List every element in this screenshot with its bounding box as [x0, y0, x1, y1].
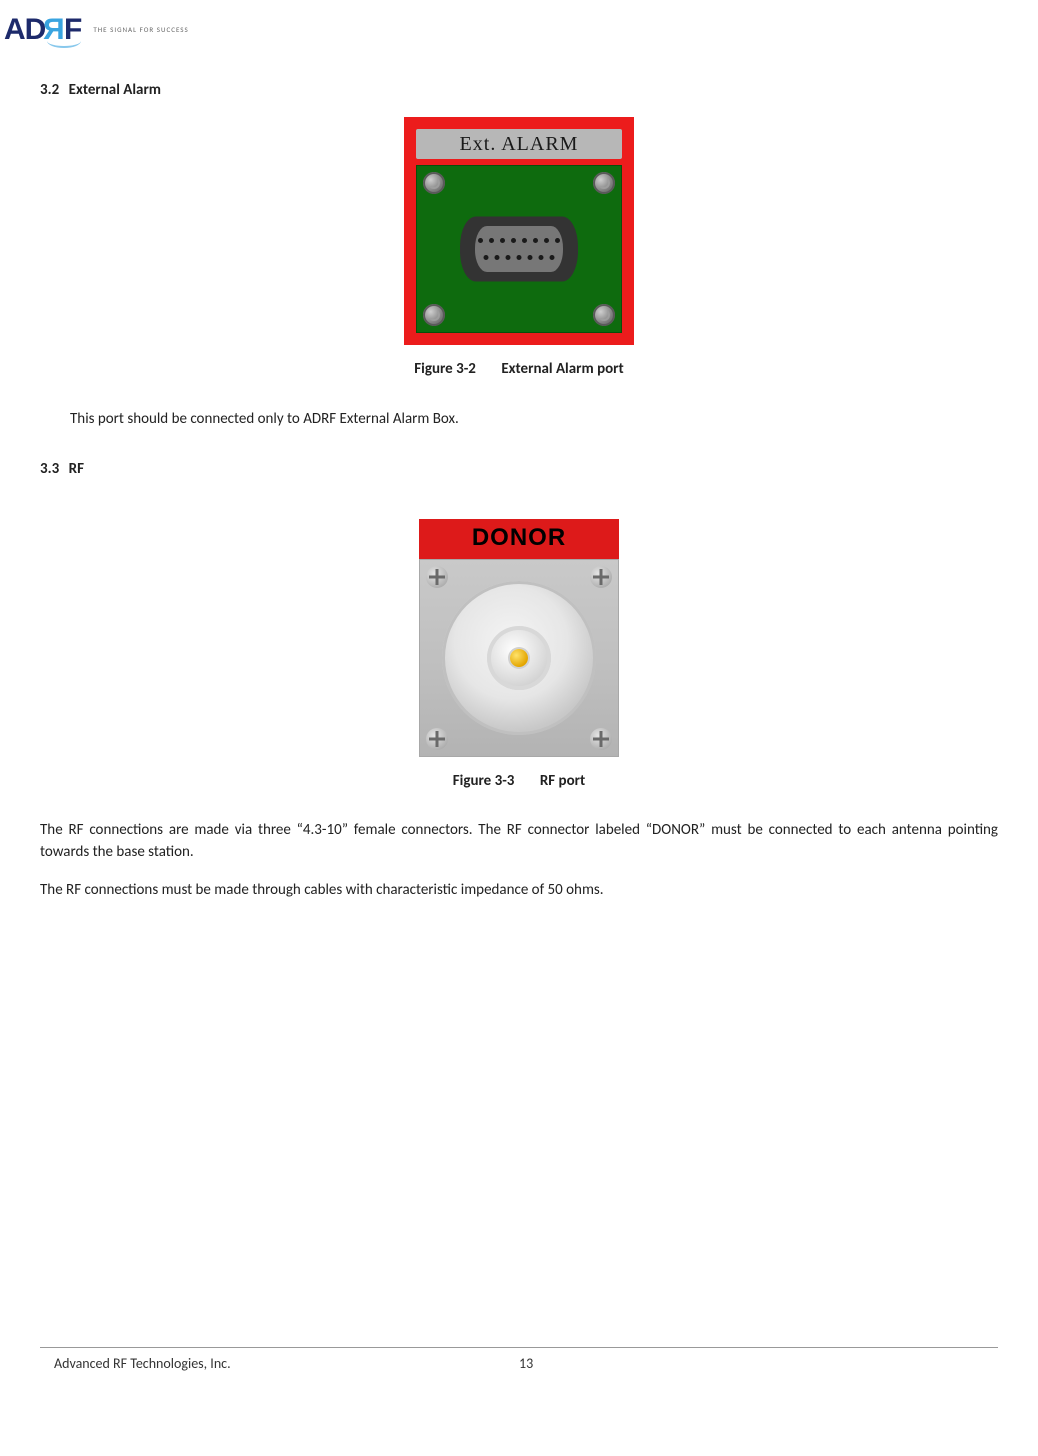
- logo-letter-d: D: [25, 8, 46, 52]
- figure-rf: DONOR Figure 3-3 RF port: [40, 519, 998, 793]
- figure-caption-text: External Alarm port: [501, 360, 623, 378]
- ext-alarm-label: Ext. ALARM: [460, 130, 579, 159]
- db-pin: [500, 238, 505, 243]
- db-pin-row-top: [478, 238, 560, 243]
- db-pin: [555, 238, 560, 243]
- figure-external-alarm: Ext. ALARM Figure 3-2 E: [40, 117, 998, 381]
- logo-swoosh-icon: [47, 34, 81, 48]
- rf-label: DONOR: [472, 521, 566, 556]
- heading-number: 3.3: [40, 459, 59, 481]
- footer-company: Advanced RF Technologies, Inc.: [44, 1354, 519, 1374]
- db-pin: [550, 255, 555, 260]
- footer-page-number: 13: [519, 1354, 533, 1374]
- heading-title: External Alarm: [69, 81, 161, 99]
- heading-number: 3.2: [40, 80, 59, 102]
- db-pin: [484, 255, 489, 260]
- section-heading-rf: 3.3 RF: [40, 459, 998, 481]
- external-alarm-body: This port should be connected only to AD…: [70, 409, 998, 431]
- ext-alarm-board: [416, 165, 622, 333]
- db-pin: [522, 238, 527, 243]
- rf-body-1: The RF connections are made via three “4…: [40, 820, 998, 864]
- cross-screw-icon: [590, 728, 612, 750]
- figure-caption-3-2: Figure 3-2 External Alarm port: [40, 359, 998, 381]
- db-pin: [533, 238, 538, 243]
- figure-caption-number: Figure 3-2: [414, 360, 476, 378]
- figure-caption-number: Figure 3-3: [453, 772, 515, 790]
- rf-panel-body: [419, 559, 619, 757]
- db-pin: [539, 255, 544, 260]
- db-pin-row-bottom: [484, 255, 555, 260]
- rf-connector-pin: [510, 649, 528, 667]
- ext-alarm-panel: Ext. ALARM: [404, 117, 634, 345]
- rf-body-2: The RF connections must be made through …: [40, 880, 998, 902]
- rf-label-strip: DONOR: [419, 519, 619, 559]
- ext-alarm-label-strip: Ext. ALARM: [416, 129, 622, 159]
- db-pin: [528, 255, 533, 260]
- db-pin: [478, 238, 483, 243]
- screw-icon: [593, 304, 615, 326]
- heading-title: RF: [69, 460, 84, 478]
- logo-letter-a: A: [4, 8, 25, 52]
- page: A D R F THE SIGNAL FOR SUCCESS 3.2 Exter…: [0, 0, 1038, 1400]
- page-footer: Advanced RF Technologies, Inc. 13: [40, 1347, 998, 1374]
- rf-port-panel: DONOR: [419, 519, 619, 757]
- db-pin: [544, 238, 549, 243]
- cross-screw-icon: [590, 566, 612, 588]
- db-pin: [517, 255, 522, 260]
- cross-screw-icon: [426, 728, 448, 750]
- figure-caption-3-3: Figure 3-3 RF port: [40, 771, 998, 793]
- cross-screw-icon: [426, 566, 448, 588]
- section-heading-external-alarm: 3.2 External Alarm: [40, 80, 998, 102]
- footer-rule: [40, 1347, 998, 1348]
- db-pin: [489, 238, 494, 243]
- db-pin: [511, 238, 516, 243]
- db-pin: [506, 255, 511, 260]
- db-connector-inner: [475, 226, 563, 272]
- screw-icon: [593, 172, 615, 194]
- db-pin: [495, 255, 500, 260]
- logo-tagline: THE SIGNAL FOR SUCCESS: [93, 25, 188, 35]
- screw-icon: [423, 304, 445, 326]
- screw-icon: [423, 172, 445, 194]
- logo: A D R F THE SIGNAL FOR SUCCESS: [4, 8, 998, 52]
- figure-caption-text: RF port: [540, 772, 585, 790]
